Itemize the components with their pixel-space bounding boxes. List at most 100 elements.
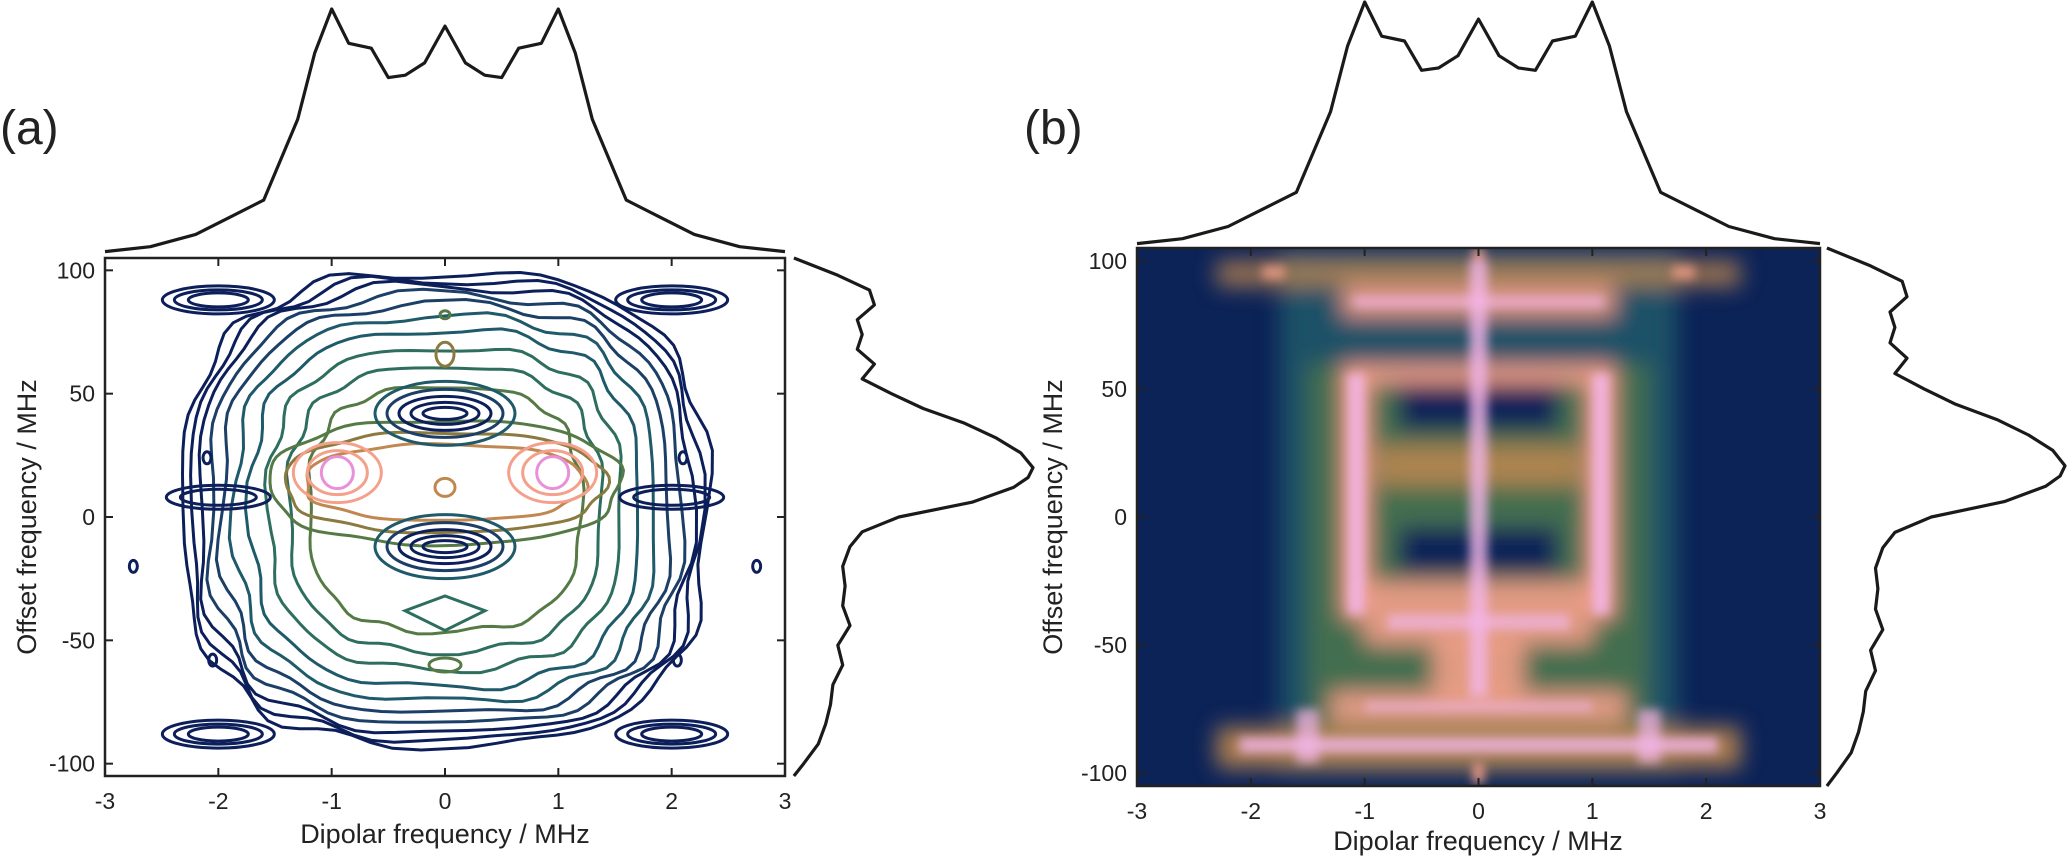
contour-blob (201, 450, 213, 466)
contour-eye-upper (421, 405, 469, 421)
b-ytick-label: -100 (1081, 760, 1127, 786)
contour-blob (751, 558, 763, 574)
a-xtick-label: 0 (439, 788, 452, 814)
a-xtick-label: -1 (321, 788, 341, 814)
contour-blob (677, 450, 689, 466)
contour-peak (433, 476, 457, 498)
marginal-right-a (792, 256, 1035, 777)
heatmap-cell (1353, 296, 1604, 307)
contour-wing (160, 284, 276, 316)
contour-eye-upper (385, 387, 505, 439)
heatmap-cell (1387, 614, 1570, 630)
panel-label-b: (b) (1024, 102, 1083, 155)
b-xtick-label: 3 (1814, 798, 1827, 824)
contour-blob (127, 558, 139, 574)
contour-eye-lower (421, 539, 469, 555)
contour-line (214, 297, 673, 714)
contour-eye-upper (397, 394, 493, 432)
contour-eye-upper (373, 379, 517, 447)
a-ytick-label: -50 (62, 627, 95, 653)
contour-wing (160, 718, 276, 750)
a-ytick-label: -100 (49, 751, 95, 777)
b-ytick-label: 100 (1089, 248, 1127, 274)
a-xtick-label: 1 (552, 788, 565, 814)
contour-wing (618, 483, 726, 511)
contour-peak (427, 656, 463, 674)
b-xtick-label: -1 (1354, 798, 1374, 824)
contour-peak (507, 441, 599, 505)
contour-wing (640, 291, 704, 309)
contour-wing (640, 725, 704, 743)
contour-line (284, 366, 605, 657)
contour-wing (632, 487, 712, 507)
contour-blob (671, 652, 683, 668)
heatmap-cell (1239, 737, 1718, 753)
contour-line (401, 594, 489, 633)
contour-wing (178, 487, 258, 507)
contour-peak (521, 449, 585, 497)
a-ytick-label: 50 (69, 381, 95, 407)
contour-line (263, 347, 623, 675)
axis-ticks-b: -3 -2 -1 0 1 2 3 -100 -50 0 50 100 (1081, 248, 1826, 824)
panel-label-a: (a) (0, 102, 59, 155)
b-ytick-label: -50 (1094, 632, 1127, 658)
heatmap-cell (1472, 762, 1485, 784)
b-xtick-label: 2 (1700, 798, 1713, 824)
contour-plot-a (127, 270, 763, 752)
contour-band (268, 419, 626, 548)
x-axis-label-b: Dipolar frequency / MHz (1333, 826, 1623, 856)
contour-line (307, 385, 586, 636)
contour-wing (626, 722, 718, 746)
contour-line (180, 270, 714, 752)
heatmap-cell (1637, 709, 1661, 763)
contour-eye-upper (409, 400, 481, 426)
panel-b: -3 -2 -1 0 1 2 3 -100 -50 0 50 100 Dipolar frequenc… (1038, 0, 2067, 856)
contour-peak (305, 449, 369, 497)
a-ytick-label: 100 (57, 257, 95, 283)
b-xtick-label: 0 (1472, 798, 1485, 824)
contour-wing (164, 483, 272, 511)
heatmap-b (1137, 248, 1820, 786)
contour-wing (614, 718, 730, 750)
contour-peak (291, 441, 383, 505)
a-xtick-label: -2 (208, 788, 228, 814)
a-xtick-label: -3 (95, 788, 115, 814)
marginal-top-b (1136, 0, 1821, 246)
y-axis-label-a: Offset frequency / MHz (12, 379, 42, 655)
b-xtick-label: -3 (1127, 798, 1147, 824)
contour-eye-lower (397, 528, 493, 566)
panel-a: -3 -2 -1 0 1 2 3 -100 -50 0 50 100 Dipolar frequenc… (12, 7, 1035, 849)
contour-eye-lower (373, 513, 517, 581)
b-xtick-label: -2 (1241, 798, 1261, 824)
a-ytick-label: 0 (82, 504, 95, 530)
contour-band (283, 430, 612, 535)
contour-eye-lower (409, 534, 481, 560)
y-axis-label-b: Offset frequency / MHz (1038, 379, 1068, 655)
contour-wing (186, 291, 250, 309)
contour-blob (207, 652, 219, 668)
b-xtick-label: 1 (1586, 798, 1599, 824)
contour-wing (172, 722, 264, 746)
heatmap-cell (1592, 373, 1610, 615)
heatmap-cell (1296, 709, 1320, 763)
contour-peak (319, 455, 355, 491)
contour-peak (535, 455, 571, 491)
axis-ticks-a: -3 -2 -1 0 1 2 3 -100 -50 0 50 100 (49, 257, 791, 814)
contour-wing (186, 725, 250, 743)
b-ytick-label: 0 (1114, 504, 1127, 530)
contour-eye-lower (385, 521, 505, 573)
heatmap-cell (1672, 265, 1695, 279)
a-xtick-label: 3 (779, 788, 792, 814)
heatmap-cell (1469, 260, 1488, 697)
a-xtick-label: 2 (665, 788, 678, 814)
marginal-top-a (104, 7, 786, 254)
marginal-right-b (1825, 246, 2067, 787)
heatmap-cell (1347, 373, 1365, 615)
heatmap-cell (1262, 265, 1285, 279)
heatmap-cell (1364, 701, 1593, 712)
contour-wing (626, 288, 718, 312)
x-axis-label-a: Dipolar frequency / MHz (300, 819, 590, 849)
b-ytick-label: 50 (1101, 376, 1127, 402)
contour-peak (434, 340, 456, 368)
